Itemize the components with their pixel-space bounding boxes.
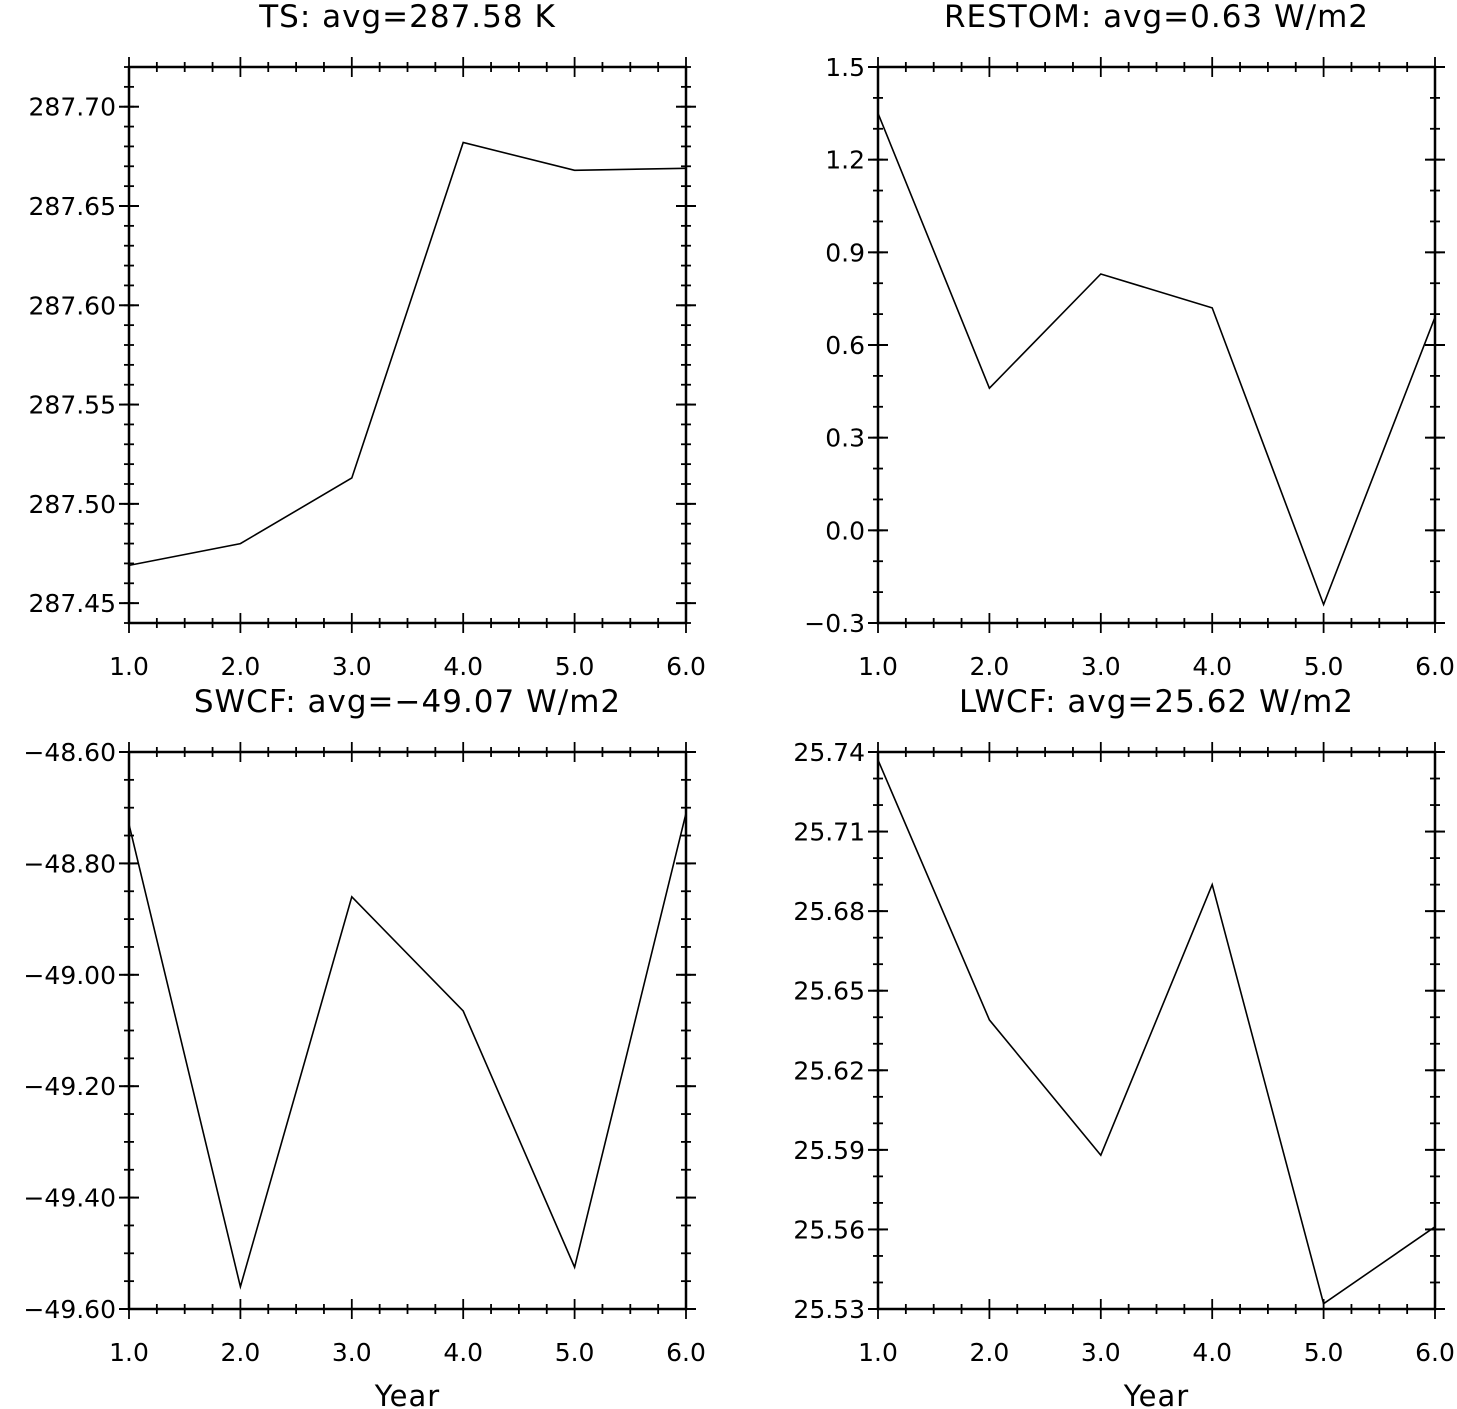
x-tick-label: 4.0 <box>1192 652 1232 681</box>
y-tick-label: 287.70 <box>29 93 116 122</box>
y-tick-label: −0.3 <box>804 609 865 638</box>
x-tick-label: 2.0 <box>970 652 1010 681</box>
y-tick-label: 287.65 <box>29 192 116 221</box>
y-tick-label: 287.60 <box>29 291 116 320</box>
plot-frame <box>876 750 1437 1311</box>
x-axis-label: Year <box>374 1379 440 1409</box>
x-tick-label: 2.0 <box>221 1338 261 1367</box>
x-tick-label: 3.0 <box>1081 652 1121 681</box>
panel-restom: RESTOM: avg=0.63 W/m2 1.0 2.0 3.0 4.0 5.0 6.0 1… <box>804 0 1455 681</box>
plot-frame <box>127 750 688 1311</box>
plot-frame <box>876 65 1437 625</box>
y-tick-label: −48.80 <box>23 849 116 878</box>
series-line <box>128 141 687 567</box>
chart-title: RESTOM: avg=0.63 W/m2 <box>944 0 1369 35</box>
y-tick-label: 25.71 <box>793 818 865 847</box>
x-tick-label: 1.0 <box>858 652 898 681</box>
x-tick-label: 3.0 <box>1081 1338 1121 1367</box>
x-tick-label: 1.0 <box>858 1338 898 1367</box>
x-tick-label: 1.0 <box>109 1338 149 1367</box>
y-tick-label: 25.74 <box>793 738 865 767</box>
y-tick-label: 0.3 <box>825 424 865 453</box>
x-tick-label: 5.0 <box>1304 652 1344 681</box>
y-tick-label: 25.62 <box>793 1056 865 1085</box>
y-tick-label: 0.9 <box>825 238 865 267</box>
y-tick-label: −49.40 <box>23 1184 116 1213</box>
y-tick-label: 287.55 <box>29 391 116 420</box>
y-tick-label: −48.60 <box>23 738 116 767</box>
plot-frame <box>127 65 688 625</box>
x-tick-label: 2.0 <box>221 652 261 681</box>
y-tick-label: 287.50 <box>29 490 116 519</box>
panel-lwcf: LWCF: avg=25.62 W/m2 1.0 2.0 3.0 4.0 5.0 6.0 25… <box>793 684 1454 1409</box>
x-tick-label: 4.0 <box>1192 1338 1232 1367</box>
y-tick-label: 25.65 <box>793 977 865 1006</box>
y-tick-label: 0.6 <box>825 331 865 360</box>
panel-swcf: SWCF: avg=−49.07 W/m2 1.0 2.0 3.0 4.0 5.0 6.0 −… <box>23 684 705 1409</box>
x-tick-label: 5.0 <box>555 1338 595 1367</box>
x-tick-label: 2.0 <box>970 1338 1010 1367</box>
x-tick-label: 5.0 <box>555 652 595 681</box>
x-axis-label: Year <box>1123 1379 1189 1409</box>
y-tick-label: −49.60 <box>23 1295 116 1324</box>
y-tick-label: −49.00 <box>23 961 116 990</box>
chart-title: SWCF: avg=−49.07 W/m2 <box>194 684 621 720</box>
y-tick-label: 25.56 <box>793 1215 865 1244</box>
x-tick-label: 3.0 <box>332 652 372 681</box>
series-line <box>877 112 1436 607</box>
series-line <box>877 759 1436 1306</box>
chart-title: TS: avg=287.58 K <box>258 0 556 35</box>
x-tick-label: 4.0 <box>443 1338 483 1367</box>
y-tick-label: 0.0 <box>825 516 865 545</box>
x-tick-label: 4.0 <box>443 652 483 681</box>
x-tick-label: 6.0 <box>666 652 706 681</box>
x-tick-label: 1.0 <box>109 652 149 681</box>
y-tick-label: −49.20 <box>23 1072 116 1101</box>
x-tick-label: 6.0 <box>666 1338 706 1367</box>
x-tick-label: 6.0 <box>1415 652 1455 681</box>
y-tick-label: 1.2 <box>825 146 865 175</box>
series-line <box>128 813 687 1290</box>
chart-title: LWCF: avg=25.62 W/m2 <box>959 684 1354 720</box>
x-tick-label: 6.0 <box>1415 1338 1455 1367</box>
y-tick-label: 25.53 <box>793 1295 865 1324</box>
y-tick-label: 25.68 <box>793 897 865 926</box>
x-tick-label: 5.0 <box>1304 1338 1344 1367</box>
x-tick-label: 3.0 <box>332 1338 372 1367</box>
panel-ts: TS: avg=287.58 K 1.0 2.0 3.0 4.0 5.0 6.0 287.70… <box>29 0 706 681</box>
y-tick-label: 1.5 <box>825 53 865 82</box>
y-tick-label: 25.59 <box>793 1136 865 1165</box>
y-tick-label: 287.45 <box>29 589 116 618</box>
